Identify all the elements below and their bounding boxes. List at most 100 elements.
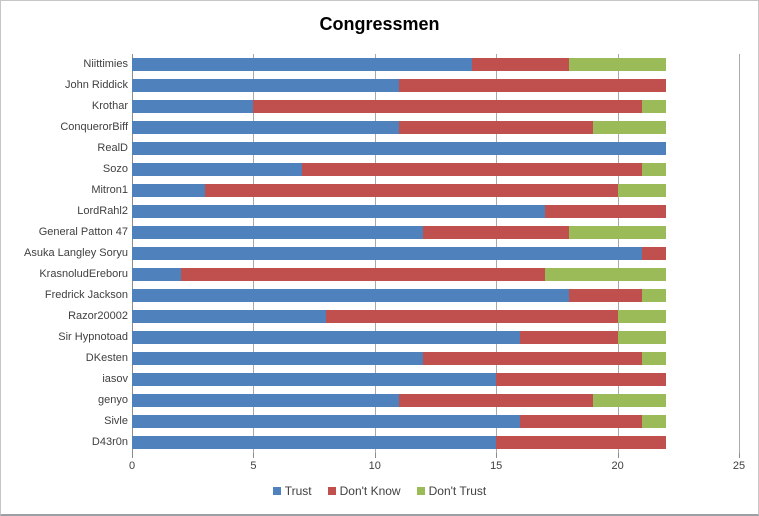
bar-segment-don-t-know (204, 184, 618, 197)
category-label-krasnoludereboru: KrasnoludEreboru (39, 268, 128, 280)
bar-segment-don-t-know (253, 100, 642, 113)
bar-row-d43r0n (132, 436, 667, 449)
bar-segment-trust (132, 373, 497, 386)
bar-segment-trust (132, 310, 327, 323)
x-tick-label: 10 (368, 460, 381, 472)
bar-segment-don-t-know (520, 331, 618, 344)
bar-row-reald (132, 142, 667, 155)
x-tick-label: 20 (611, 460, 624, 472)
legend-label-don-t-know: Don't Know (339, 484, 401, 498)
bar-segment-trust (132, 226, 424, 239)
bar-segment-trust (132, 121, 400, 134)
bar-row-lordrahl2 (132, 205, 667, 218)
category-label-sir-hypnotoad: Sir Hypnotoad (58, 331, 128, 343)
bar-row-john-riddick (132, 79, 667, 92)
bar-segment-don-t-know (544, 205, 667, 218)
bar-segment-don-t-know (180, 268, 545, 281)
bar-row-dkesten (132, 352, 667, 365)
category-label-mitron1: Mitron1 (91, 184, 128, 196)
plot-area (132, 54, 740, 458)
bar-row-sir-hypnotoad (132, 331, 667, 344)
bar-segment-don-t-trust (617, 331, 667, 344)
bar-segment-don-t-know (423, 226, 570, 239)
bar-segment-don-t-trust (593, 394, 667, 407)
axis-tick-mark (253, 453, 255, 458)
bar-segment-trust (132, 394, 400, 407)
bar-segment-trust (132, 247, 642, 260)
bar-row-mitron1 (132, 184, 667, 197)
gridline (739, 54, 740, 453)
bar-segment-don-t-know (423, 352, 642, 365)
category-label-genyo: genyo (98, 394, 128, 406)
bar-row-razor20002 (132, 310, 667, 323)
bar-segment-don-t-trust (569, 58, 667, 71)
bar-row-iasov (132, 373, 667, 386)
x-tick-label: 25 (732, 460, 746, 472)
bar-segment-don-t-know (520, 415, 642, 428)
axis-tick-mark (496, 453, 498, 458)
bar-segment-don-t-trust (641, 289, 667, 302)
y-axis-labels: Niittimies John Riddick Krothar ConquerorBi… (1, 54, 128, 453)
bar-segment-trust (132, 331, 521, 344)
bar-row-krothar (132, 100, 667, 113)
x-axis-labels: 0 5 10 15 20 25 (1, 460, 758, 476)
legend-swatch-trust (272, 487, 281, 495)
legend-swatch-don-t-trust (416, 487, 425, 495)
bar-row-niittimies (132, 58, 667, 71)
bar-row-krasnoludereboru (132, 268, 667, 281)
bar-segment-don-t-trust (617, 184, 667, 197)
bar-segment-trust (132, 268, 181, 281)
x-tick-label: 5 (250, 460, 257, 472)
category-label-iasov: iasov (102, 373, 128, 385)
bar-segment-don-t-trust (617, 310, 667, 323)
bar-segment-don-t-trust (641, 415, 667, 428)
category-label-reald: RealD (97, 142, 128, 154)
bar-segment-don-t-know (496, 436, 667, 449)
category-label-niittimies: Niittimies (83, 58, 128, 70)
bar-row-general-patton-47 (132, 226, 667, 239)
bar-row-sozo (132, 163, 667, 176)
category-label-dkesten: DKesten (85, 352, 128, 364)
bar-segment-trust (132, 352, 424, 365)
category-label-sozo: Sozo (102, 163, 128, 175)
bar-row-genyo (132, 394, 667, 407)
x-tick-label: 0 (128, 460, 136, 472)
bar-segment-trust (132, 289, 570, 302)
bar-segment-trust (132, 142, 667, 155)
bar-segment-don-t-know (326, 310, 618, 323)
bar-segment-don-t-trust (641, 352, 667, 365)
bar-segment-don-t-trust (593, 121, 667, 134)
bar-segment-don-t-know (496, 373, 667, 386)
legend-item-don-t-know: Don't Know (327, 484, 401, 498)
category-label-lordrahl2: LordRahl2 (77, 205, 128, 217)
legend-item-trust: Trust (272, 484, 312, 498)
bar-segment-trust (132, 205, 545, 218)
bar-segment-trust (132, 163, 302, 176)
bar-segment-trust (132, 184, 205, 197)
category-label-sivle: Sivle (104, 415, 128, 427)
category-label-general-patton-47: General Patton 47 (38, 226, 128, 238)
category-label-fredrick-jackson: Fredrick Jackson (44, 289, 128, 301)
legend-label-don-t-trust: Don't Trust (428, 484, 487, 498)
category-label-john-riddick: John Riddick (65, 79, 128, 91)
bar-segment-trust (132, 58, 472, 71)
bar-segment-don-t-know (399, 394, 594, 407)
chart-title: Congressmen (319, 14, 440, 34)
bar-row-asuka-langley-soryu (132, 247, 667, 260)
bar-segment-don-t-trust (641, 163, 667, 176)
axis-tick-mark (132, 453, 133, 458)
bar-segment-don-t-know (641, 247, 667, 260)
bar-segment-trust (132, 415, 521, 428)
legend: Trust Don't Know Don't Trust (1, 484, 758, 498)
bar-segment-don-t-trust (569, 226, 667, 239)
x-tick-label: 15 (490, 460, 503, 472)
legend-item-don-t-trust: Don't Trust (416, 484, 487, 498)
bar-segment-don-t-know (301, 163, 642, 176)
category-label-d43r0n: D43r0n (91, 436, 128, 448)
legend-swatch-don-t-know (327, 487, 336, 495)
category-label-conquerorbiff: ConquerorBiff (60, 121, 128, 133)
bar-segment-don-t-know (399, 79, 667, 92)
legend-label-trust: Trust (284, 484, 312, 498)
bar-segment-don-t-know (471, 58, 570, 71)
